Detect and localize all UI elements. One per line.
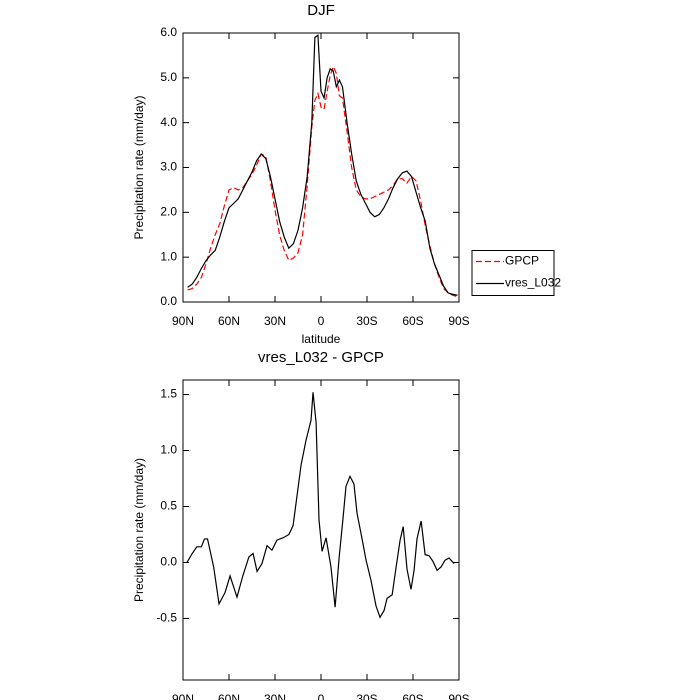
x-tick-label: 60S (402, 692, 423, 700)
y-tick-label: 0.0 (160, 555, 177, 569)
x-tick-label: 0 (318, 692, 325, 700)
x-tick-label: 60N (218, 692, 240, 700)
x-axis-label: latitude (302, 332, 341, 346)
y-tick-label: 1.0 (160, 443, 177, 457)
x-tick-label: 0 (318, 314, 325, 328)
x-tick-label: 90N (172, 692, 194, 700)
x-tick-label: 90S (448, 692, 469, 700)
legend-label: vres_L032 (505, 276, 561, 290)
y-tick-label: 3.0 (160, 160, 177, 174)
legend-box (471, 250, 555, 296)
x-tick-label: 30S (356, 692, 377, 700)
y-axis-label: Precipitation rate (mm/day) (132, 95, 146, 239)
plot-frame (182, 379, 460, 681)
chart-title: vres_L032 - GPCP (258, 349, 384, 366)
y-tick-label: 1.5 (160, 387, 177, 401)
y-tick-label: -0.5 (156, 611, 177, 625)
y-tick-label: 6.0 (160, 25, 177, 39)
x-tick-label: 60N (218, 314, 240, 328)
legend-label: GPCP (505, 254, 539, 268)
y-tick-label: 0.5 (160, 499, 177, 513)
plot-frame (182, 32, 460, 303)
x-tick-label: 30N (264, 314, 286, 328)
y-tick-label: 1.0 (160, 249, 177, 263)
x-tick-label: 30S (356, 314, 377, 328)
x-tick-label: 30N (264, 692, 286, 700)
y-tick-label: 0.0 (160, 294, 177, 308)
data-line (187, 65, 458, 298)
chart-title: DJF (307, 2, 335, 19)
x-tick-label: 60S (402, 314, 423, 328)
y-axis-label: Precipitation rate (mm/day) (132, 458, 146, 602)
x-tick-label: 90N (172, 314, 194, 328)
y-tick-label: 2.0 (160, 205, 177, 219)
x-tick-label: 90S (448, 314, 469, 328)
y-tick-label: 5.0 (160, 70, 177, 84)
y-tick-label: 4.0 (160, 115, 177, 129)
data-line (186, 392, 455, 619)
data-line (187, 34, 458, 296)
